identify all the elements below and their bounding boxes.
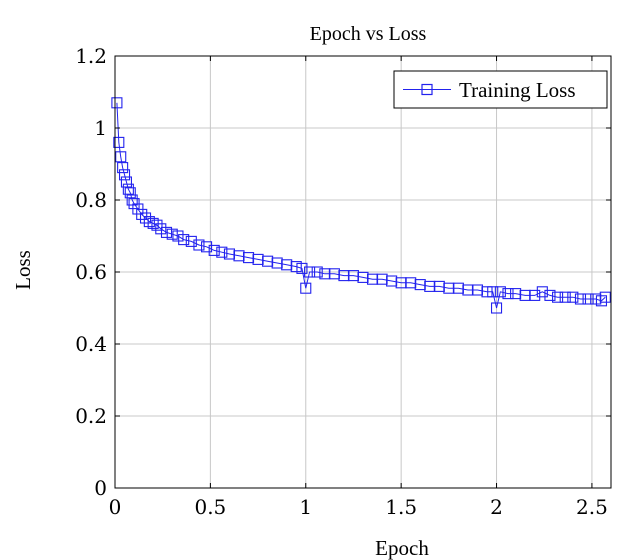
x-tick-label: 2.5 [576,495,608,519]
training-loss-point [126,194,138,206]
training-loss-point [201,241,213,253]
x-tick-label: 1.5 [385,495,417,519]
training-loss-point [502,288,514,300]
training-loss-point [113,136,125,148]
x-axis-label: Epoch [375,536,429,560]
training-loss-point [178,234,190,246]
x-tick-label: 1 [299,495,312,519]
tick-labels: 0 0.5 1 1.5 2 2.5 0 0.2 0.4 0.6 0.8 1 1.2 [75,44,608,519]
y-axis-label: Loss [11,250,35,290]
training-loss-point [155,223,167,235]
training-loss-point [567,291,579,303]
training-loss-point [193,239,205,251]
legend-label-training-loss: Training Loss [459,78,576,102]
training-loss-point [311,266,323,278]
training-loss-point [487,286,499,298]
training-loss-point [595,295,608,307]
training-loss-point [117,162,129,174]
y-tick-label: 0.6 [75,260,107,284]
series-lines [116,102,606,309]
training-loss-point [172,230,184,242]
legend-square-marker [421,83,433,96]
training-loss-point [136,208,148,220]
y-tick-label: 1 [94,116,107,140]
series-markers [111,97,611,314]
training-loss-point [599,291,611,303]
training-loss-point [143,216,155,228]
legend: Training Loss [393,70,608,109]
training-loss-point [122,183,134,195]
training-loss-point [304,266,316,278]
training-loss-point [160,226,173,238]
plot-frame [114,55,612,489]
training-loss-point [574,293,587,305]
training-loss-point [166,228,178,240]
training-loss-point [290,261,302,273]
training-loss-point [151,219,163,231]
training-loss-point [185,235,197,247]
training-loss-point [544,289,556,301]
x-tick-label: 0.5 [194,495,226,519]
y-tick-label: 0.8 [75,188,107,212]
x-tick-label: 2 [490,495,503,519]
training-loss-point [296,262,308,274]
training-loss-point [494,286,506,298]
y-tick-label: 0.2 [75,404,107,428]
y-tick-label: 0.4 [75,332,107,356]
training-loss-point [216,246,228,258]
training-loss-point [120,176,132,188]
y-tick-label: 0 [94,476,107,500]
x-tick-label: 0 [109,495,122,519]
training-loss-point [481,286,493,298]
training-loss-point [111,97,123,109]
training-loss-point [118,169,131,181]
training-loss-point [490,302,503,314]
training-loss-point [552,291,564,303]
training-loss-point [536,286,548,298]
training-loss-point [208,244,220,256]
training-loss-point [115,151,127,163]
training-loss-point [529,289,541,301]
training-loss-point [582,293,594,305]
training-loss-line [116,102,606,309]
training-loss-point [300,282,312,294]
chart-title: Epoch vs Loss [310,23,427,45]
y-tick-label: 1.2 [75,44,107,68]
training-loss-point [124,187,136,199]
training-loss-point [559,291,571,303]
